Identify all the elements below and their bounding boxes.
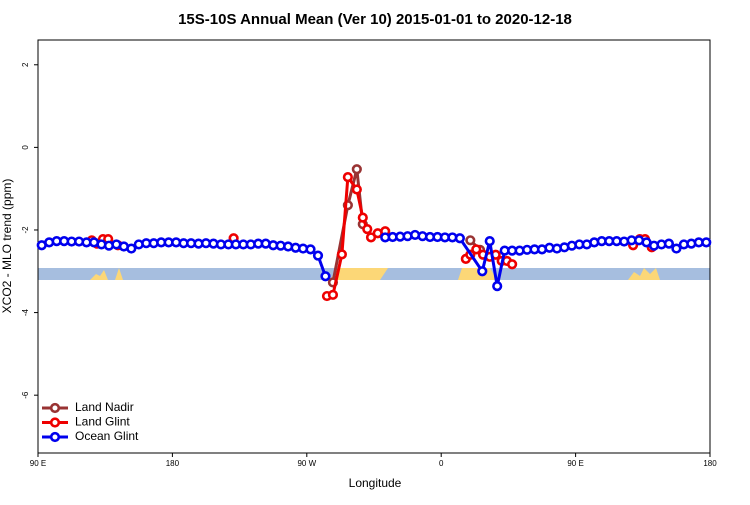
data-point [351,164,362,175]
data-point [362,224,373,235]
data-point [471,244,482,255]
land-strip [90,270,108,280]
x-tick-label: 90 W [297,459,316,468]
data-point [454,233,465,244]
data-point [701,237,712,248]
data-point [671,243,682,254]
data-point [465,235,476,246]
x-tick-label: 180 [166,459,180,468]
data-point [351,184,362,195]
data-point [320,271,331,282]
data-point [357,212,368,223]
y-tick-label: -6 [21,391,30,399]
data-point [484,236,495,247]
legend-marker [49,431,61,443]
x-tick-label: 0 [439,459,444,468]
legend-label: Land Nadir [75,400,134,414]
y-tick-label: 0 [21,145,30,150]
y-axis-label: XCO2 - MLO trend (ppm) [0,179,14,314]
chart-title: 15S-10S Annual Mean (Ver 10) 2015-01-01 … [178,11,572,28]
y-tick-label: -2 [21,226,30,234]
data-point [327,289,339,300]
data-point [336,249,347,260]
legend-label: Land Glint [75,415,130,429]
data-point [492,281,503,292]
land-strip [330,268,388,280]
x-tick-label: 90 E [567,459,583,468]
map-strip [38,268,710,280]
x-tick-label: 180 [703,459,717,468]
data-point [477,266,488,277]
x-tick-label: 90 E [30,459,46,468]
y-tick-label: -4 [21,308,30,316]
legend-marker [49,417,61,428]
land-strip [115,268,123,280]
data-point [507,259,518,270]
land-strip [628,268,660,280]
data-point [126,243,137,254]
data-point [312,250,324,261]
x-axis-label: Longitude [349,476,402,490]
data-point [342,172,353,183]
data-point [663,238,675,249]
legend-marker [49,402,61,414]
data-point [305,244,316,255]
y-tick-label: 2 [21,62,30,67]
legend-label: Ocean Glint [75,429,139,443]
